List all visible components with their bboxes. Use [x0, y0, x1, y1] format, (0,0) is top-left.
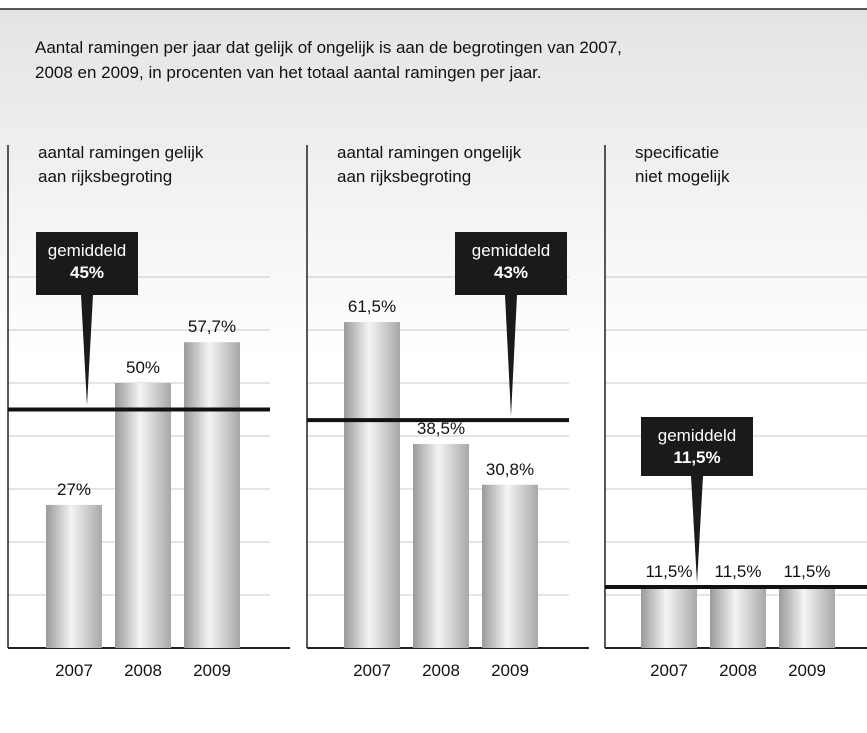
- x-tick-label: 2007: [353, 661, 391, 680]
- bar: [482, 484, 538, 648]
- callout-value: 45%: [70, 263, 104, 282]
- x-tick-label: 2007: [650, 661, 688, 680]
- x-tick-label: 2009: [788, 661, 826, 680]
- value-label: 11,5%: [715, 562, 762, 581]
- bar: [710, 587, 766, 648]
- callout-box: [641, 417, 753, 476]
- panel-title: aan rijksbegroting: [337, 167, 471, 186]
- x-tick-label: 2008: [422, 661, 460, 680]
- bar: [641, 587, 697, 648]
- callout-value: 43%: [494, 263, 528, 282]
- panel-title: aantal ramingen ongelijk: [337, 143, 522, 162]
- callout-label: gemiddeld: [472, 241, 550, 260]
- value-label: 11,5%: [646, 562, 693, 581]
- panel-title: specificatie: [635, 143, 719, 162]
- callout-pointer: [81, 295, 93, 406]
- x-tick-label: 2009: [491, 661, 529, 680]
- bar: [779, 587, 835, 648]
- panel-title: niet mogelijk: [635, 167, 730, 186]
- value-label: 50%: [126, 358, 160, 377]
- callout-label: gemiddeld: [658, 426, 736, 445]
- bar: [344, 322, 400, 648]
- panel-title: aan rijksbegroting: [38, 167, 172, 186]
- callout-box: [36, 232, 138, 295]
- title-line: 2008 en 2009, in procenten van het totaa…: [35, 63, 542, 82]
- title-line: Aantal ramingen per jaar dat gelijk of o…: [35, 38, 622, 57]
- callout-value: 11,5%: [673, 448, 720, 467]
- x-tick-label: 2008: [719, 661, 757, 680]
- callout-box: [455, 232, 567, 295]
- value-label: 11,5%: [784, 562, 831, 581]
- bar: [184, 342, 240, 648]
- callout-pointer: [691, 476, 703, 584]
- value-label: 61,5%: [348, 297, 396, 316]
- callout-label: gemiddeld: [48, 241, 126, 260]
- value-label: 30,8%: [486, 460, 534, 479]
- value-label: 27%: [57, 480, 91, 499]
- bar: [413, 443, 469, 648]
- bar: [115, 383, 171, 648]
- callout-pointer: [505, 295, 517, 417]
- x-tick-label: 2009: [193, 661, 231, 680]
- x-tick-label: 2008: [124, 661, 162, 680]
- x-tick-label: 2007: [55, 661, 93, 680]
- value-label: 57,7%: [188, 317, 236, 336]
- value-label: 38,5%: [417, 419, 465, 438]
- panel-title: aantal ramingen gelijk: [38, 143, 204, 162]
- bar: [46, 504, 102, 648]
